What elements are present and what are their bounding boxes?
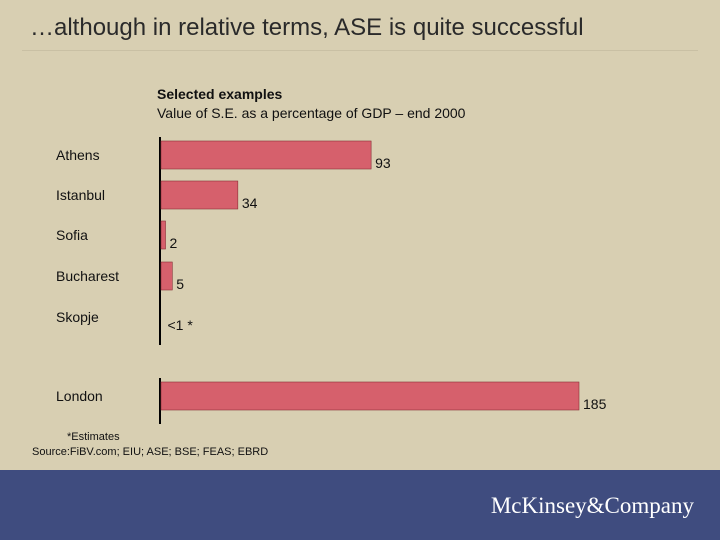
- value-label-skopje: <1 *: [168, 317, 194, 333]
- brand-logo: McKinsey&Company: [490, 493, 694, 518]
- footer-band: McKinsey&Company: [0, 470, 720, 540]
- category-label-istanbul: Istanbul: [56, 187, 105, 203]
- category-label-london: London: [56, 388, 103, 404]
- chart-subtitle: Value of S.E. as a percentage of GDP – e…: [157, 105, 466, 121]
- category-label-bucharest: Bucharest: [56, 268, 119, 284]
- bar-chart: Athens 93 Istanbul 34 Sofia 2 Bucharest 5 Skopje…: [56, 137, 607, 424]
- value-label-sofia: 2: [170, 235, 178, 251]
- category-label-athens: Athens: [56, 147, 100, 163]
- category-label-sofia: Sofia: [56, 227, 88, 243]
- footnote: *Estimates: [67, 431, 120, 443]
- bar-istanbul: [160, 180, 239, 210]
- bar-bucharest: [160, 261, 173, 291]
- bar-london: [160, 381, 580, 411]
- chart-title: Selected examples: [157, 86, 283, 102]
- value-label-istanbul: 34: [242, 195, 258, 211]
- bar-athens: [160, 140, 372, 170]
- category-label-skopje: Skopje: [56, 309, 99, 325]
- value-label-bucharest: 5: [176, 276, 184, 292]
- title-divider: [22, 50, 698, 51]
- value-label-athens: 93: [375, 155, 391, 171]
- bar-sofia: [160, 220, 166, 250]
- source-note: Source:FiBV.com; EIU; ASE; BSE; FEAS; EB…: [32, 446, 269, 458]
- value-label-london: 185: [583, 396, 607, 412]
- slide-title: …although in relative terms, ASE is quit…: [30, 14, 584, 41]
